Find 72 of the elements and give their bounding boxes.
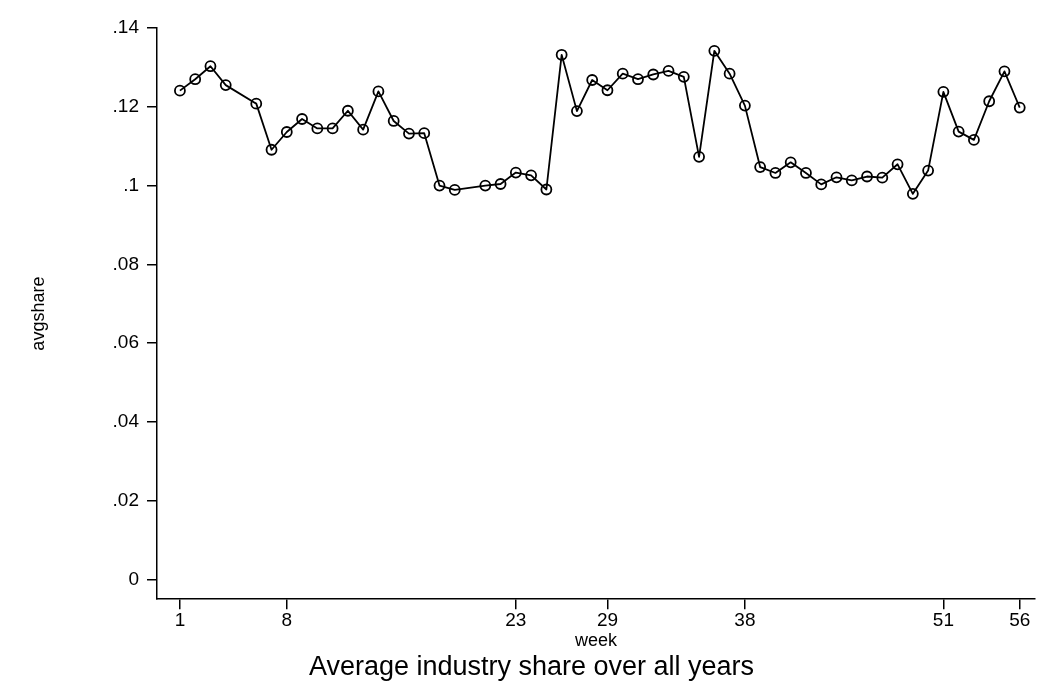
point (418, 127, 431, 140)
point (555, 48, 568, 61)
point (845, 174, 858, 187)
point (280, 126, 293, 138)
y-tick-label: .14 (112, 16, 140, 38)
point (632, 73, 644, 86)
point (708, 44, 721, 57)
point (387, 115, 400, 127)
y-tick-label: 0 (128, 567, 140, 589)
x-tick-label: 1 (174, 608, 186, 630)
point (616, 67, 629, 80)
point (189, 73, 202, 86)
point (998, 65, 1011, 78)
y-tick-label: .06 (112, 331, 140, 353)
x-tick-label: 51 (932, 608, 954, 630)
point (571, 105, 583, 118)
point (586, 74, 599, 86)
y-tick-label: .02 (112, 488, 140, 510)
point (311, 122, 324, 135)
x-axis-title: week (573, 629, 619, 650)
point (769, 167, 782, 179)
point (341, 104, 354, 117)
x-tick-label: 56 (1009, 608, 1031, 630)
point (357, 123, 370, 136)
point (815, 178, 828, 191)
point (662, 65, 675, 77)
point (784, 156, 797, 169)
point (540, 183, 553, 196)
point (723, 67, 736, 80)
point (922, 164, 935, 177)
point (876, 171, 889, 184)
point (906, 187, 919, 200)
y-axis-title: avgshare (27, 276, 48, 351)
point (265, 143, 278, 156)
point (693, 150, 705, 163)
point (250, 97, 263, 110)
y-tick-label: .04 (112, 410, 140, 432)
point (800, 167, 812, 179)
x-tick-label: 8 (281, 608, 293, 630)
x-tick-label: 23 (505, 608, 527, 630)
y-tick-label: .12 (112, 95, 140, 117)
point (738, 99, 751, 112)
x-tick-label: 29 (596, 608, 619, 630)
point (433, 179, 446, 192)
point (204, 60, 217, 73)
point (830, 171, 843, 184)
point (937, 85, 950, 98)
point (494, 178, 507, 190)
x-tick-label: 38 (734, 608, 756, 630)
point (174, 84, 186, 97)
point (647, 68, 660, 81)
point (968, 133, 980, 146)
point (952, 125, 965, 138)
point (403, 127, 415, 140)
text: Average industry share over all years (308, 651, 755, 682)
point (983, 95, 996, 108)
point (326, 122, 339, 135)
point (1013, 101, 1026, 114)
point (219, 79, 232, 92)
point (296, 113, 308, 125)
y-tick-label: .1 (123, 173, 140, 195)
y-tick-label: .08 (112, 252, 140, 274)
point (891, 158, 904, 171)
point (479, 179, 492, 192)
point (677, 70, 690, 83)
point (448, 184, 461, 196)
point (372, 85, 385, 98)
point (509, 166, 522, 179)
point (525, 169, 538, 182)
point (601, 84, 614, 97)
point (861, 170, 873, 183)
point (754, 161, 767, 173)
